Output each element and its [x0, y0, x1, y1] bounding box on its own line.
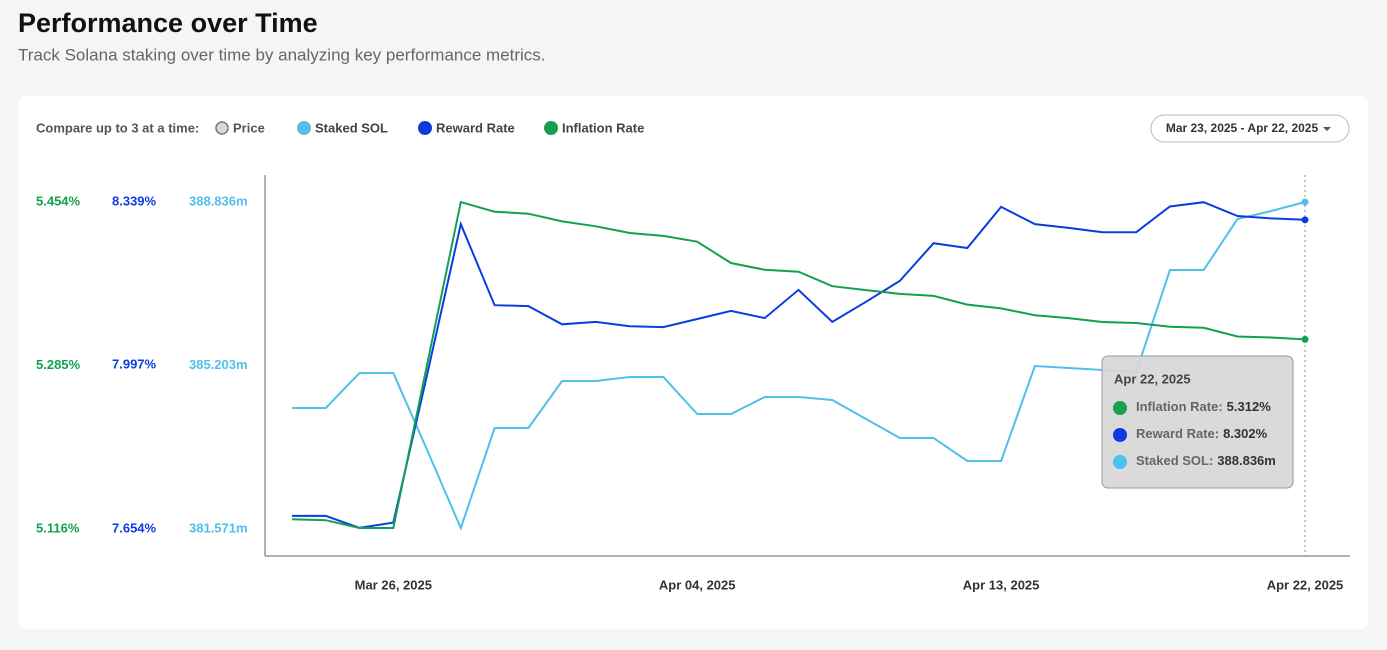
legend-marker — [215, 121, 229, 135]
tooltip-row: Reward Rate: 8.302% — [1136, 426, 1268, 441]
tooltip-row: Inflation Rate: 5.312% — [1136, 399, 1271, 414]
date-range-button[interactable] — [1150, 114, 1350, 143]
tooltip-name: Inflation Rate: — [1136, 399, 1223, 414]
series-line — [292, 201, 1306, 529]
legend-label: Inflation Rate — [562, 120, 644, 135]
y-tick-label: 5.116% — [36, 520, 80, 535]
tooltip-name: Staked SOL: — [1136, 453, 1213, 468]
legend-marker — [418, 121, 432, 135]
x-tick-label: Apr 04, 2025 — [659, 577, 736, 592]
end-point — [1301, 198, 1309, 206]
end-point — [1301, 216, 1309, 224]
subtitle: Track Solana staking over time by analyz… — [18, 45, 546, 64]
tooltip-row: Staked SOL: 388.836m — [1136, 453, 1276, 468]
x-tick-label: Apr 13, 2025 — [963, 577, 1040, 592]
y-tick-label: 385.203m — [189, 357, 248, 372]
tooltip-marker — [1113, 428, 1127, 442]
legend-marker — [297, 121, 311, 135]
legend-label: Staked SOL — [315, 120, 388, 135]
tooltip-marker — [1113, 455, 1127, 469]
tooltip: Apr 22, 2025 Inflation Rate: 5.312% Reward … — [1101, 355, 1294, 489]
card — [18, 96, 1368, 629]
legend-label: Price — [233, 120, 265, 135]
end-point — [1301, 335, 1309, 343]
x-tick-label: Apr 22, 2025 — [1267, 577, 1344, 592]
tooltip-title: Apr 22, 2025 — [1114, 371, 1191, 386]
legend-marker — [544, 121, 558, 135]
y-tick-label: 5.285% — [36, 357, 81, 372]
date-range: Mar 23, 2025 - Apr 22, 2025 — [1166, 121, 1319, 135]
tooltip-name: Reward Rate: — [1136, 426, 1219, 441]
y-tick-label: 381.571m — [189, 520, 248, 535]
y-tick-label: 388.836m — [189, 193, 248, 208]
tooltip-box — [1101, 355, 1294, 489]
title: Performance over Time — [18, 8, 318, 38]
y-tick-label: 7.654% — [112, 520, 157, 535]
y-tick-label: 5.454% — [36, 194, 81, 209]
y-tick-label: 8.339% — [112, 194, 157, 209]
series-line — [291, 200, 1306, 529]
dropdown-arrow — [1323, 127, 1331, 131]
legend-label: Reward Rate — [436, 120, 515, 135]
tooltip-marker — [1113, 401, 1127, 415]
legend-prompt: Compare up to 3 at a time: — [36, 120, 199, 135]
tooltip-value: 388.836m — [1217, 453, 1276, 468]
tooltip-value: 8.302% — [1223, 426, 1268, 441]
tooltip-value: 5.312% — [1227, 399, 1272, 414]
x-tick-label: Mar 26, 2025 — [355, 577, 432, 592]
y-tick-label: 7.997% — [112, 357, 157, 372]
